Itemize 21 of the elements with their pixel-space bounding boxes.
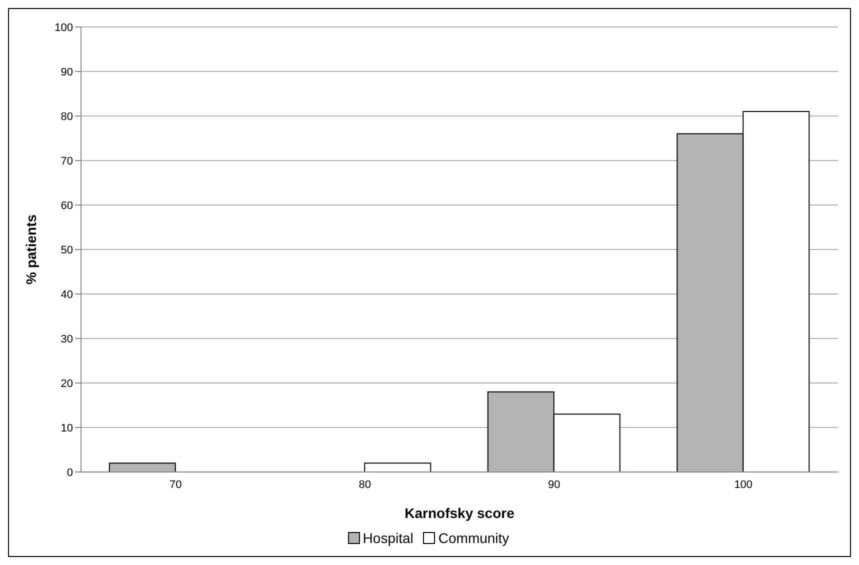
y-tick-label: 70 xyxy=(60,155,73,168)
bar xyxy=(108,462,176,472)
x-tick-label: 100 xyxy=(734,478,753,491)
x-tick-label: 90 xyxy=(548,478,560,491)
legend-label: Community xyxy=(437,530,510,546)
y-tick-label: 100 xyxy=(54,22,73,34)
y-tick-label: 20 xyxy=(60,378,73,390)
x-tick-label: 80 xyxy=(358,478,371,491)
y-tick-label: 40 xyxy=(60,288,73,301)
legend-label: Hospital xyxy=(362,530,414,546)
y-tick-label: 80 xyxy=(60,110,73,123)
y-tick-label: 30 xyxy=(60,333,73,346)
x-tick-label: 70 xyxy=(170,478,182,491)
y-tick-label: 0 xyxy=(66,466,73,479)
bar xyxy=(364,462,432,472)
x-axis-title: Karnofsky score xyxy=(404,505,515,521)
y-tick-label: 10 xyxy=(60,422,73,434)
y-tick-label: 90 xyxy=(60,66,73,78)
y-tick-label: 60 xyxy=(60,200,73,212)
y-tick-label: 50 xyxy=(60,244,73,256)
y-axis-title: % patients xyxy=(22,214,39,285)
